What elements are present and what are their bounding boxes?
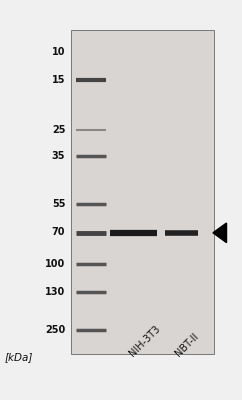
Text: 70: 70 — [52, 227, 65, 237]
Text: 55: 55 — [52, 199, 65, 209]
Text: 35: 35 — [52, 151, 65, 161]
Text: 100: 100 — [45, 259, 65, 269]
Text: [kDa]: [kDa] — [5, 352, 33, 362]
Text: 250: 250 — [45, 325, 65, 335]
Polygon shape — [213, 223, 227, 242]
Text: 10: 10 — [52, 47, 65, 57]
Text: 130: 130 — [45, 287, 65, 297]
Text: 25: 25 — [52, 125, 65, 135]
Text: 15: 15 — [52, 75, 65, 85]
Bar — [71, 30, 214, 354]
Text: NBT-II: NBT-II — [173, 331, 200, 358]
Text: NIH-3T3: NIH-3T3 — [127, 323, 162, 358]
